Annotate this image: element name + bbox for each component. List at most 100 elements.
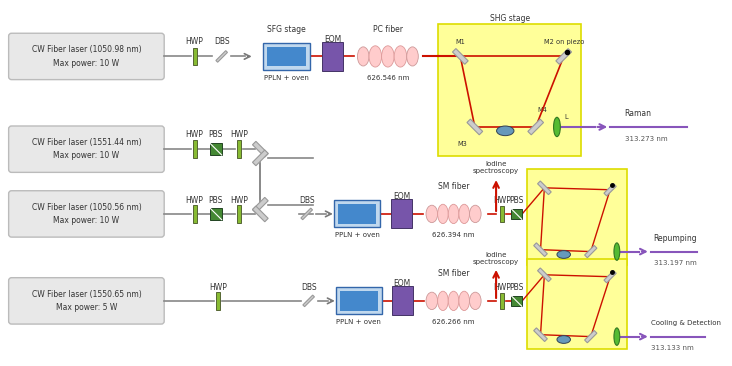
Bar [237, 141, 241, 158]
Text: HWP: HWP [230, 196, 248, 205]
Text: M1: M1 [455, 39, 466, 45]
Text: PBS: PBS [509, 196, 523, 205]
Polygon shape [537, 181, 551, 195]
FancyBboxPatch shape [9, 191, 164, 237]
Ellipse shape [394, 46, 407, 67]
Bar [264, 43, 310, 70]
Ellipse shape [448, 204, 459, 224]
Ellipse shape [381, 46, 394, 67]
Text: Max power: 10 W: Max power: 10 W [53, 59, 119, 68]
Text: Raman: Raman [624, 109, 651, 118]
Bar [527, 168, 627, 265]
Text: SM fiber: SM fiber [438, 182, 469, 191]
Polygon shape [528, 119, 544, 135]
Text: PBS: PBS [209, 196, 223, 205]
Text: SM fiber: SM fiber [438, 269, 469, 278]
Polygon shape [253, 141, 268, 157]
Text: Max power: 5 W: Max power: 5 W [56, 303, 117, 312]
Text: 313.273 nm: 313.273 nm [624, 135, 667, 142]
Text: 313.197 nm: 313.197 nm [654, 260, 696, 266]
FancyBboxPatch shape [9, 33, 164, 80]
Bar [527, 259, 627, 349]
Text: CW Fiber laser (1050.56 nm): CW Fiber laser (1050.56 nm) [31, 203, 141, 212]
Bar [193, 141, 197, 158]
Ellipse shape [357, 47, 369, 66]
Polygon shape [452, 49, 468, 64]
Text: PC fiber: PC fiber [373, 25, 403, 34]
Polygon shape [216, 51, 228, 62]
Text: SHG stage: SHG stage [490, 14, 530, 23]
Polygon shape [604, 184, 616, 196]
Ellipse shape [557, 251, 570, 258]
Text: EOM: EOM [393, 192, 410, 201]
Polygon shape [253, 150, 268, 166]
Polygon shape [303, 295, 315, 307]
Text: L: L [564, 114, 568, 120]
Ellipse shape [426, 292, 438, 310]
Polygon shape [534, 243, 548, 257]
Bar [267, 47, 306, 66]
Polygon shape [253, 206, 268, 222]
Text: HWP: HWP [493, 196, 511, 205]
Ellipse shape [438, 204, 448, 224]
Text: HWP: HWP [186, 196, 203, 205]
Text: PBS: PBS [509, 283, 523, 292]
Text: EOM: EOM [324, 34, 341, 44]
Text: PBS: PBS [209, 130, 223, 139]
Bar [216, 292, 220, 310]
Polygon shape [301, 208, 313, 220]
Polygon shape [556, 49, 572, 64]
Bar [438, 23, 581, 156]
Ellipse shape [407, 47, 418, 66]
Ellipse shape [426, 205, 438, 223]
Text: DBS: DBS [301, 283, 316, 292]
Ellipse shape [557, 336, 570, 343]
Bar [322, 42, 343, 71]
Text: DBS: DBS [214, 37, 230, 46]
Polygon shape [585, 246, 597, 258]
Text: HWP: HWP [230, 130, 248, 139]
Text: Repumping: Repumping [654, 234, 697, 243]
Text: 626.546 nm: 626.546 nm [367, 75, 409, 81]
Text: Max power: 10 W: Max power: 10 W [53, 216, 119, 225]
Text: HWP: HWP [209, 283, 227, 292]
Ellipse shape [553, 117, 560, 137]
Text: CW Fiber laser (1050.98 nm): CW Fiber laser (1050.98 nm) [31, 45, 141, 54]
Text: M4: M4 [537, 107, 548, 113]
Bar [340, 291, 378, 310]
Text: EOM: EOM [394, 279, 411, 288]
Bar [193, 205, 197, 223]
Text: 313.133 nm: 313.133 nm [651, 345, 693, 351]
Text: Iodine
spectroscopy: Iodine spectroscopy [473, 252, 519, 265]
Text: 626.394 nm: 626.394 nm [433, 232, 475, 238]
Polygon shape [585, 330, 597, 343]
Text: 626.266 nm: 626.266 nm [433, 319, 475, 325]
Ellipse shape [614, 328, 620, 345]
Ellipse shape [448, 291, 459, 310]
Ellipse shape [438, 291, 448, 310]
Text: PPLN + oven: PPLN + oven [335, 232, 379, 238]
Text: HWP: HWP [493, 283, 511, 292]
Bar [337, 204, 376, 224]
Text: PPLN + oven: PPLN + oven [337, 319, 381, 325]
Text: HWP: HWP [186, 37, 203, 46]
Polygon shape [253, 197, 268, 213]
Text: CW Fiber laser (1550.65 nm): CW Fiber laser (1550.65 nm) [31, 290, 141, 299]
Text: SFG stage: SFG stage [267, 25, 306, 34]
Bar [511, 209, 522, 219]
Ellipse shape [469, 292, 481, 310]
Bar [500, 293, 504, 309]
Text: Iodine
spectroscopy: Iodine spectroscopy [473, 161, 519, 174]
Text: HWP: HWP [186, 130, 203, 139]
FancyBboxPatch shape [9, 126, 164, 172]
Bar [500, 206, 504, 222]
Bar [210, 143, 222, 155]
Text: M2 on piezo: M2 on piezo [544, 39, 584, 45]
Bar [193, 48, 197, 65]
FancyBboxPatch shape [9, 278, 164, 324]
Bar [210, 208, 222, 220]
Polygon shape [467, 119, 482, 135]
Ellipse shape [469, 205, 481, 223]
Ellipse shape [496, 126, 514, 136]
Text: Max power: 10 W: Max power: 10 W [53, 152, 119, 160]
